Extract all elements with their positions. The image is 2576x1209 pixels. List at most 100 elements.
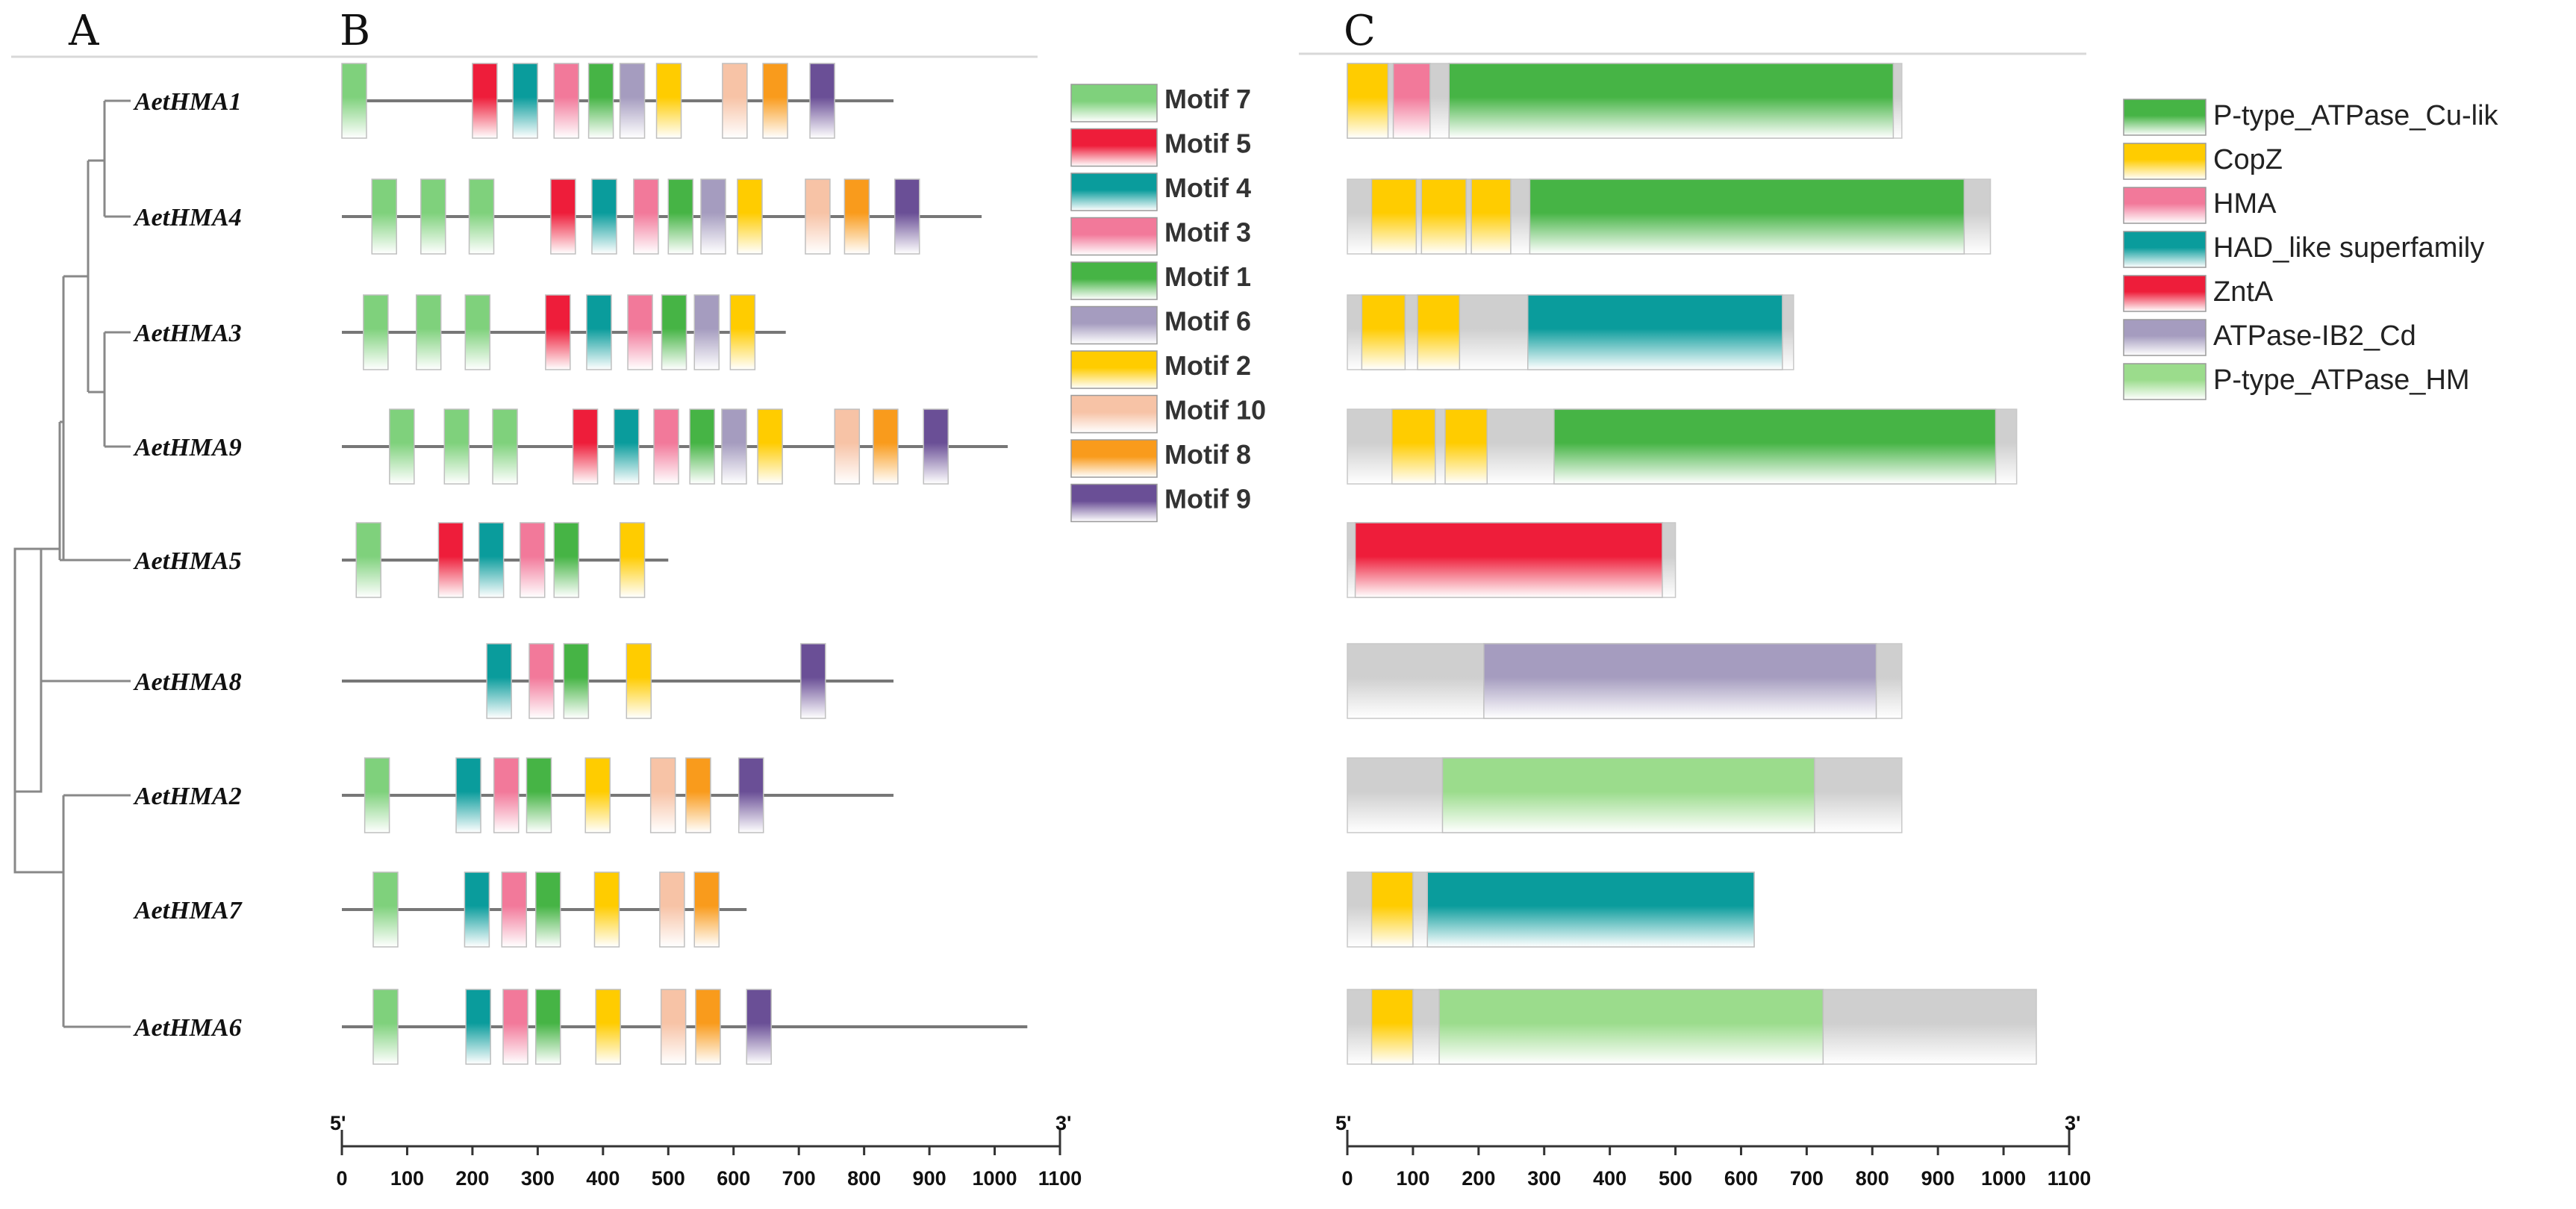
axis-tick-label: 700 [782, 1167, 816, 1190]
motif-box-m7 [464, 294, 491, 370]
domain-box-had [1426, 871, 1755, 948]
motif-box-m8 [843, 178, 870, 255]
motif-box-m5 [550, 178, 576, 255]
axis-tick-label: 1100 [1038, 1167, 1082, 1190]
legend-label-znta: ZntA [2213, 276, 2274, 308]
domain-box-pthm [1441, 757, 1815, 833]
axis-tick-label: 0 [336, 1167, 347, 1190]
motif-box-m9 [923, 408, 949, 485]
legend-label-m8: Motif 8 [1164, 439, 1251, 470]
domain-box-ptcu [1448, 63, 1894, 139]
legend-label-copz: CopZ [2213, 144, 2283, 175]
axis-tick-label: 600 [1724, 1167, 1758, 1190]
motif-box-m7 [363, 294, 389, 370]
axis-tick-label: 100 [390, 1167, 424, 1190]
domain-box-copz [1420, 178, 1467, 255]
motif-box-m7 [372, 989, 399, 1065]
legend-swatch-m7 [1070, 84, 1158, 122]
axis-tick-label: 900 [1921, 1167, 1955, 1190]
motif-box-m6 [619, 63, 646, 139]
legend-swatch-had [2123, 231, 2207, 268]
motif-box-m2 [729, 294, 756, 370]
domain-box-hma [1392, 63, 1431, 139]
axis-tick-label: 700 [1790, 1167, 1824, 1190]
axis-tick-label: 0 [1341, 1167, 1353, 1190]
axis-start-label: 5' [1335, 1112, 1351, 1134]
motif-box-m5 [545, 294, 571, 370]
motif-box-m4 [478, 522, 505, 598]
domain-box-copz [1417, 294, 1461, 370]
legend-swatch-ptcu [2123, 99, 2207, 136]
motif-box-m7 [341, 63, 367, 139]
tree-branch [63, 161, 90, 392]
legend-swatch-m3 [1070, 217, 1158, 256]
motif-panel [341, 63, 1028, 1065]
legend-swatch-znta [2123, 275, 2207, 312]
gene-label-aethma1: AetHMA1 [133, 88, 242, 116]
motif-box-m9 [809, 63, 835, 139]
motif-box-m2 [655, 63, 682, 139]
tree-branch [13, 717, 65, 1027]
motif-box-m4 [464, 871, 490, 948]
legend-swatch-m6 [1070, 305, 1158, 345]
motif-box-m7 [364, 757, 390, 833]
motif-box-m7 [355, 522, 381, 598]
domain-panel [1347, 63, 2037, 1065]
axis-end-label: 3' [1055, 1112, 1071, 1134]
domain-box-ptcu [1529, 178, 1965, 255]
domain-box-ib2 [1483, 643, 1877, 719]
scale-axis-b: 5' 3' 0 100 200 300 400 500 600 700 800 900 1000 1100 [330, 1112, 1082, 1190]
motif-box-m10 [660, 989, 687, 1065]
motif-box-m2 [619, 522, 646, 598]
legend-label-m9: Motif 9 [1164, 484, 1251, 515]
motif-box-m3 [520, 522, 546, 598]
axis-tick-label: 1000 [1981, 1167, 2026, 1190]
axis-start-label: 5' [330, 1112, 346, 1134]
legend-label-hma: HMA [2213, 188, 2277, 220]
axis-tick-label: 400 [1593, 1167, 1627, 1190]
legend-label-m5: Motif 5 [1164, 128, 1251, 159]
domain-box-copz [1391, 408, 1436, 485]
legend-label-m6: Motif 6 [1164, 306, 1251, 337]
domain-box-copz [1370, 989, 1414, 1065]
axis-tick-label: 300 [521, 1167, 555, 1190]
motif-box-m2 [626, 643, 652, 719]
tree-branch [13, 547, 43, 793]
legend-label-m10: Motif 10 [1164, 395, 1266, 426]
motif-box-m9 [737, 757, 764, 833]
axis-tick-label: 900 [913, 1167, 946, 1190]
gene-label-aethma3: AetHMA3 [133, 320, 242, 347]
motif-box-m3 [493, 757, 520, 833]
motif-box-m3 [502, 989, 528, 1065]
motif-box-m3 [553, 63, 579, 139]
legend-label-m3: Motif 3 [1164, 217, 1251, 248]
domain-box-znta [1354, 522, 1663, 598]
motif-box-m7 [372, 871, 399, 948]
motif-box-m3 [627, 294, 653, 370]
domain-box-copz [1370, 178, 1418, 255]
domain-box-pthm [1438, 989, 1824, 1065]
motif-box-m3 [633, 178, 659, 255]
motif-box-m3 [653, 408, 679, 485]
gene-label-aethma7: AetHMA7 [133, 897, 243, 924]
motif-box-m10 [805, 178, 831, 255]
motif-box-m8 [762, 63, 788, 139]
motif-box-m10 [722, 63, 748, 139]
legend-swatch-m10 [1070, 394, 1158, 434]
axis-tick-label: 1000 [973, 1167, 1017, 1190]
axis-tick-label: 300 [1527, 1167, 1561, 1190]
gene-label-aethma9: AetHMA9 [133, 434, 242, 461]
legend-label-m1: Motif 1 [1164, 261, 1251, 292]
domain-box-ptcu [1553, 408, 1997, 485]
motif-box-m3 [528, 643, 555, 719]
motif-box-m5 [472, 63, 498, 139]
motif-box-m4 [486, 643, 512, 719]
motif-box-m7 [389, 408, 415, 485]
motif-box-m4 [512, 63, 538, 139]
motif-box-m6 [700, 178, 726, 255]
motif-box-m1 [563, 643, 590, 719]
motif-box-m4 [591, 178, 617, 255]
motif-box-m1 [534, 989, 561, 1065]
legend-label-pthm: P-type_ATPase_HM [2213, 364, 2470, 396]
